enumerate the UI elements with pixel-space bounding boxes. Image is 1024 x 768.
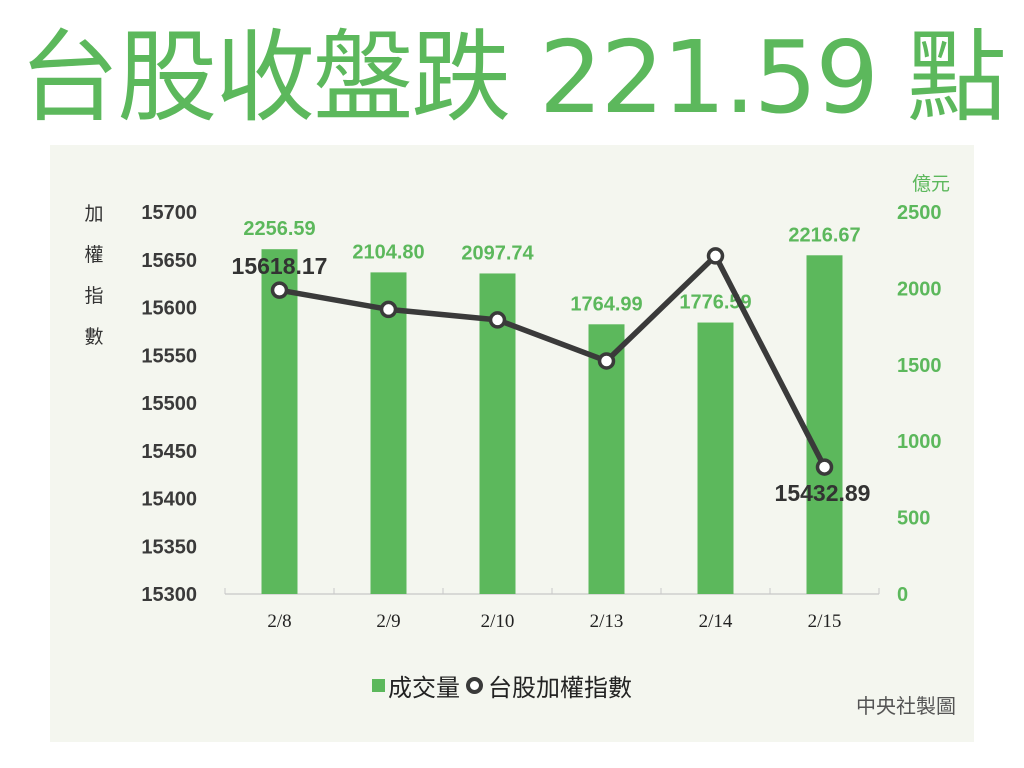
line-value-label-start: 15618.17 — [232, 253, 328, 279]
right-axis-tick: 2500 — [897, 202, 942, 224]
left-axis-title-char: 指 — [84, 285, 103, 307]
x-axis-tick-labels: 2/8 2/9 2/10 2/13 2/14 2/15 — [267, 611, 841, 632]
left-axis-tick: 15300 — [141, 584, 197, 606]
right-axis-ticks: 2500 2000 1500 1000 500 0 — [897, 202, 942, 606]
right-axis-unit: 億元 — [912, 173, 950, 195]
x-axis-tick-label: 2/8 — [267, 611, 291, 632]
line-value-labels: 15618.17 15432.89 — [232, 253, 871, 506]
left-axis-tick: 15650 — [141, 250, 197, 272]
bar-value-label: 1776.59 — [679, 292, 751, 314]
line-point-marker — [379, 300, 398, 319]
line-value-label-end: 15432.89 — [775, 480, 871, 506]
x-axis-tick-label: 2/15 — [808, 611, 842, 632]
bar — [370, 272, 407, 594]
left-axis-tick: 15600 — [141, 298, 197, 320]
legend-label-index: 台股加權指數 — [488, 674, 632, 702]
source-credit: 中央社製圖 — [856, 694, 956, 718]
right-axis-tick: 0 — [897, 584, 908, 606]
bar-value-label: 1764.99 — [570, 293, 642, 315]
bar — [806, 255, 843, 594]
bar-value-label: 2256.59 — [243, 218, 315, 240]
left-axis-tick: 15450 — [141, 441, 197, 463]
x-axis-tick-label: 2/14 — [699, 611, 733, 632]
bar-value-label: 2097.74 — [461, 242, 534, 264]
left-axis-tick: 15500 — [141, 393, 197, 415]
line-series-index — [270, 247, 834, 476]
right-axis-tick: 500 — [897, 508, 930, 530]
bar — [261, 249, 298, 594]
legend-line-swatch-icon — [466, 677, 483, 694]
legend: 成交量 台股加權指數 — [372, 668, 632, 703]
x-axis-tick-label: 2/9 — [376, 611, 400, 632]
x-axis-tick-label: 2/10 — [481, 611, 515, 632]
left-axis-tick: 15400 — [141, 489, 197, 511]
left-axis-tick: 15550 — [141, 345, 197, 367]
line-point-marker — [815, 458, 834, 476]
bar-value-label: 2104.80 — [352, 241, 424, 263]
bar — [697, 322, 734, 594]
left-axis-title-char: 加 — [84, 203, 103, 225]
left-axis-title: 加權指數 — [84, 203, 103, 348]
left-axis-ticks: 15700 15650 15600 15550 15500 15450 15400 15350… — [141, 202, 197, 606]
left-axis-tick: 15350 — [141, 536, 197, 558]
x-axis-tick-label: 2/13 — [590, 611, 624, 632]
left-axis-title-char: 權 — [84, 244, 103, 266]
right-axis-tick: 2000 — [897, 278, 942, 300]
chart-title: 台股收盤跌 221.59 點 — [19, 19, 1006, 136]
legend-bar-swatch-icon — [372, 679, 385, 692]
bar-value-label: 2216.67 — [788, 224, 860, 246]
line-point-marker — [270, 281, 289, 299]
right-axis-tick: 1500 — [897, 355, 942, 377]
left-axis-title-char: 數 — [84, 326, 103, 348]
line-point-marker — [597, 352, 616, 370]
left-axis-tick: 15700 — [141, 202, 197, 224]
line-point-marker — [706, 247, 725, 265]
x-axis — [224, 588, 880, 595]
line-point-marker — [488, 311, 507, 329]
right-axis-tick: 1000 — [897, 431, 942, 453]
bar-series-volume — [261, 249, 843, 594]
legend-label-volume: 成交量 — [388, 674, 460, 702]
bar-value-labels: 2256.59 2104.80 2097.74 1764.99 1776.59 2216.… — [243, 218, 860, 315]
